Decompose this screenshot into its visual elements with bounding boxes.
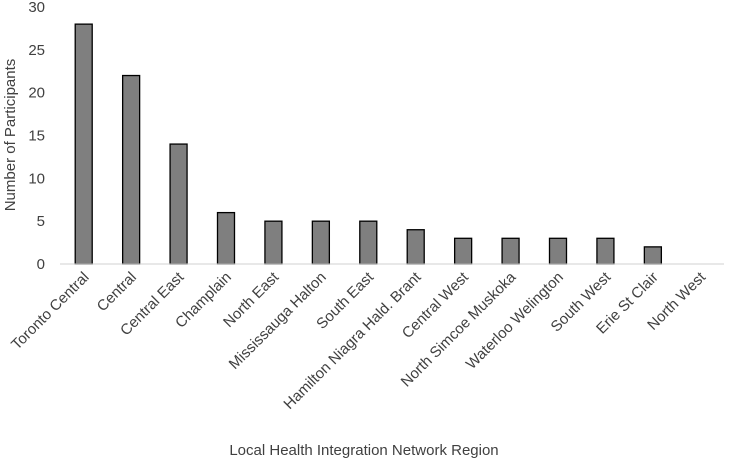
x-axis-title: Local Health Integration Network Region bbox=[229, 442, 498, 459]
y-tick-label: 30 bbox=[28, 0, 45, 16]
bar-hamilton-niagra-hald-brant bbox=[406, 229, 425, 265]
bar-erie-st-clair bbox=[643, 246, 663, 265]
y-tick-label: 0 bbox=[37, 256, 45, 273]
bar-central-west bbox=[453, 237, 473, 265]
bar-central bbox=[121, 74, 141, 265]
y-tick-label: 20 bbox=[28, 85, 45, 102]
bar-champlain bbox=[216, 211, 236, 265]
bar-north-simcoe-muskoka bbox=[501, 237, 520, 265]
bar-central-east bbox=[169, 143, 188, 265]
x-tick-label-central: Central bbox=[94, 269, 140, 315]
bars-layer bbox=[74, 23, 663, 265]
bar-south-east bbox=[359, 220, 378, 265]
y-tick-label: 10 bbox=[28, 170, 45, 187]
bar-south-west bbox=[596, 237, 615, 265]
y-tick-label: 5 bbox=[37, 213, 45, 230]
y-axis-title: Number of Participants bbox=[2, 59, 19, 212]
y-tick-label: 15 bbox=[28, 128, 45, 145]
bar-waterloo-welington bbox=[548, 237, 568, 265]
bar-north-east bbox=[264, 220, 283, 265]
bar-mississauga-halton bbox=[311, 220, 331, 265]
y-tick-label: 25 bbox=[28, 42, 45, 59]
bar-toronto-central bbox=[74, 23, 93, 265]
y-tick-labels: 0 5 10 15 20 25 30 bbox=[28, 0, 45, 273]
x-tick-label-toronto-central: Toronto Central bbox=[8, 269, 93, 354]
